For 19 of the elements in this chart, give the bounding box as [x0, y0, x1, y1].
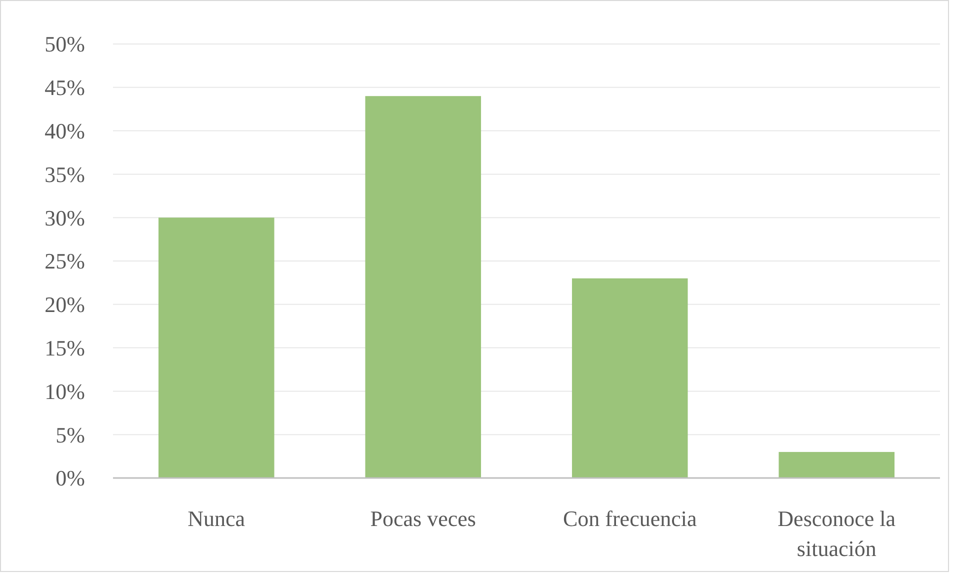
bar: [158, 218, 274, 478]
y-tick-label: 40%: [44, 118, 85, 144]
y-tick-label: 30%: [44, 205, 85, 230]
x-tick-label: Desconoce la situación: [778, 506, 896, 561]
y-tick-label: 5%: [56, 422, 85, 448]
x-tick-label: Pocas veces: [370, 506, 476, 531]
x-tick-label: Nunca: [188, 506, 246, 531]
y-tick-label: 35%: [44, 162, 85, 187]
y-tick-label: 0%: [56, 466, 85, 491]
y-tick-label: 25%: [44, 248, 85, 274]
bar: [365, 96, 482, 478]
bar: [778, 452, 895, 478]
y-tick-label: 45%: [44, 75, 85, 100]
bar: [572, 278, 688, 478]
y-tick-label: 20%: [44, 292, 85, 318]
x-tick-label: Con frecuencia: [562, 506, 697, 531]
y-tick-label: 50%: [44, 32, 85, 57]
y-tick-label: 15%: [44, 336, 85, 360]
y-tick-label: 10%: [44, 378, 85, 404]
